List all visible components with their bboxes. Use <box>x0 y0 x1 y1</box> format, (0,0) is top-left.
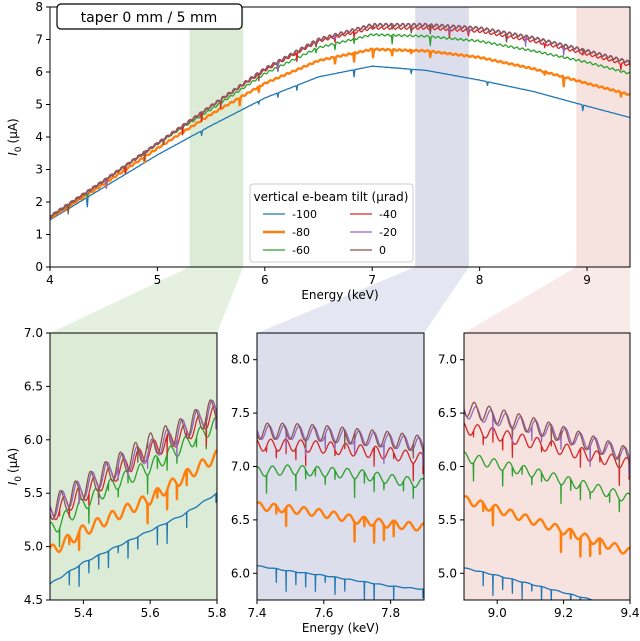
series-line-m80 <box>50 47 630 219</box>
y-tick-label: 7.0 <box>231 460 250 474</box>
y-axis-unit: (µA) <box>6 448 20 473</box>
y-axis-symbol: I <box>6 481 20 485</box>
series-line-m80 <box>464 495 630 558</box>
x-tick-label: 6 <box>261 273 269 287</box>
x-tick-label: 5.6 <box>141 606 160 620</box>
zoom-connectors <box>50 267 630 333</box>
legend-label: -60 <box>292 244 310 257</box>
title-box: taper 0 mm / 5 mm <box>56 3 243 30</box>
y-tick-label: 7.0 <box>24 326 43 340</box>
x-tick-label: 7 <box>368 273 376 287</box>
y-tick-label: 5.0 <box>438 566 457 580</box>
y-tick-label: 5.0 <box>24 540 43 554</box>
legend-label: 0 <box>379 244 386 257</box>
x-axis-label: Energy (keV) <box>301 288 378 302</box>
y-tick-label: 6.5 <box>438 406 457 420</box>
series-line-m60 <box>257 464 424 500</box>
y-tick-label: 6 <box>35 65 43 79</box>
title-frame <box>56 3 243 30</box>
x-axis-label: Energy (keV) <box>302 621 379 635</box>
series-line-m80 <box>50 449 217 553</box>
series-line-m100 <box>50 65 630 221</box>
y-tick-label: 4.5 <box>24 593 43 607</box>
series-line-m80 <box>257 501 424 544</box>
x-tick-label: 4 <box>46 273 54 287</box>
series-line-m100 <box>464 567 594 600</box>
zoom-connector-1 <box>50 267 244 333</box>
axes-frame <box>49 332 218 601</box>
chart-title: taper 0 mm / 5 mm <box>81 10 218 26</box>
x-tick-label: 7.6 <box>314 606 333 620</box>
y-axis-label: I0 (µA) <box>6 448 24 486</box>
y-axis-subscript: 0 <box>14 146 24 152</box>
series-group <box>464 401 630 600</box>
legend-label: -20 <box>379 226 397 239</box>
y-tick-label: 5 <box>35 98 43 112</box>
legend-label: -40 <box>379 208 397 221</box>
zoom-chart-red: 9.0 9.2 9.4 5.0 5.5 6.0 6.5 7.0 <box>438 332 640 620</box>
series-line-0 <box>50 22 630 219</box>
legend-label: -80 <box>292 226 310 239</box>
series-group <box>50 22 630 221</box>
y-tick-label: 5.5 <box>24 486 43 500</box>
panel-background <box>464 333 630 600</box>
y-tick-label: 6.5 <box>24 379 43 393</box>
zoom-connector-3 <box>464 267 630 333</box>
y-tick-label: 6.5 <box>231 513 250 527</box>
highlight-band-3 <box>576 7 630 267</box>
x-tick-label: 9.4 <box>620 606 639 620</box>
series-line-0 <box>257 422 424 459</box>
series-line-0 <box>464 401 630 469</box>
series-line-m60 <box>50 416 217 548</box>
x-tick-label: 8 <box>476 273 484 287</box>
y-tick-label: 7.0 <box>438 353 457 367</box>
y-axis-label: I0 (µA) <box>6 118 24 156</box>
panel-background <box>257 333 424 600</box>
series-line-m40 <box>50 26 630 218</box>
y-axis-unit: (µA) <box>6 118 20 143</box>
y-tick-label: 8 <box>35 0 43 14</box>
series-line-m60 <box>464 451 630 513</box>
y-tick-label: 0 <box>35 260 43 274</box>
legend-label: -100 <box>292 208 317 221</box>
y-tick-label: 6.0 <box>24 433 43 447</box>
y-tick-label: 6.0 <box>231 566 250 580</box>
series-group <box>50 399 217 587</box>
x-tick-label: 9.2 <box>554 606 573 620</box>
series-line-0 <box>50 399 217 521</box>
y-tick-label: 5.5 <box>438 513 457 527</box>
series-group <box>257 422 424 600</box>
x-tick-label: 9.0 <box>488 606 507 620</box>
y-tick-label: 7 <box>35 33 43 47</box>
x-tick-label: 5.4 <box>74 606 93 620</box>
y-tick-label: 1 <box>35 228 43 242</box>
x-tick-label: 7.4 <box>247 606 266 620</box>
series-line-m40 <box>464 422 630 487</box>
y-axis-subscript: 0 <box>14 476 24 482</box>
x-tick-label: 7.8 <box>381 606 400 620</box>
y-tick-label: 3 <box>35 163 43 177</box>
series-line-m100 <box>50 492 217 587</box>
x-tick-label: 5.8 <box>207 606 226 620</box>
legend: vertical e-beam tilt (µrad) -100 -80 -60 -40… <box>249 183 414 263</box>
zoom-chart-blue: 7.4 7.6 7.8 6.0 6.5 7.0 7.5 8.0 Energy (keV) <box>231 332 425 635</box>
series-line-m40 <box>257 438 424 482</box>
zoom-connector-2 <box>257 267 469 333</box>
y-tick-label: 8.0 <box>231 353 250 367</box>
series-line-m100 <box>257 565 424 600</box>
zoom-chart-green: 5.4 5.6 5.8 4.5 5.0 5.5 6.0 6.5 7.0 I0 (µA) <box>6 326 227 620</box>
y-tick-label: 2 <box>35 195 43 209</box>
y-tick-label: 7.5 <box>231 406 250 420</box>
highlight-band-2 <box>415 7 469 267</box>
y-axis-symbol: I <box>6 152 20 156</box>
x-tick-label: 9 <box>583 273 591 287</box>
y-tick-label: 4 <box>35 130 43 144</box>
highlight-band-1 <box>189 7 244 267</box>
legend-title: vertical e-beam tilt (µrad) <box>254 190 409 204</box>
x-tick-label: 5 <box>154 273 162 287</box>
y-tick-label: 6.0 <box>438 460 457 474</box>
legend-frame <box>249 183 414 263</box>
